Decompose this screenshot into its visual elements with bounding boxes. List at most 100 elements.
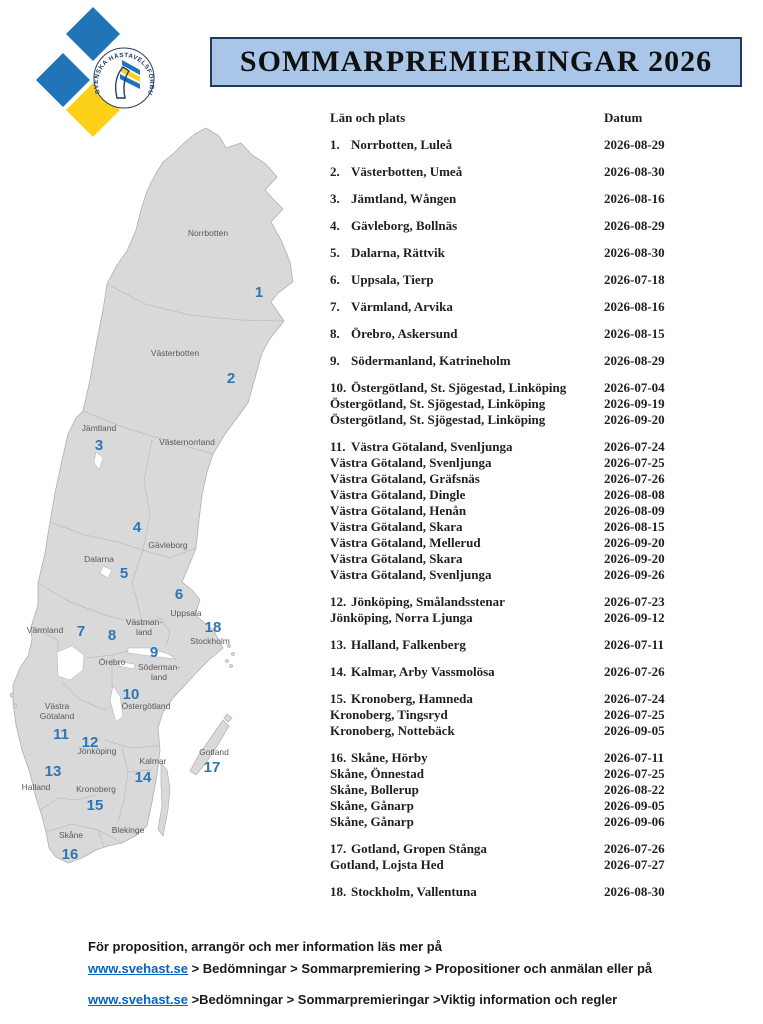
row-place: Gotland, Lojsta Hed [330, 857, 444, 872]
schedule-row: 3. Jämtland, Wången 2026-08-16 [330, 191, 756, 207]
row-place: Västra Götaland, Skara [330, 519, 463, 534]
schedule-group: 10. Östergötland, St. Sjögestad, Linköpin… [330, 380, 756, 428]
schedule-row: Skåne, Gånarp 2026-09-05 [330, 798, 756, 814]
county-label: Söderman-land [138, 662, 180, 682]
schedule-row: Skåne, Bollerup 2026-08-22 [330, 782, 756, 798]
horse-head-icon [114, 60, 140, 99]
row-place: Södermanland, Katrineholm [351, 353, 511, 368]
schedule-row: 6. Uppsala, Tierp 2026-07-18 [330, 272, 756, 288]
footer-link-line-2: www.svehast.se >Bedömningar > Sommarprem… [88, 989, 728, 1011]
row-date: 2026-09-26 [604, 567, 665, 582]
column-header-date: Datum [604, 110, 643, 125]
schedule-row: Västra Götaland, Henån 2026-08-09 [330, 503, 756, 519]
islands [9, 644, 235, 837]
schedule-row: Västra Götaland, Gräfsnäs 2026-07-26 [330, 471, 756, 487]
faro-island [223, 713, 233, 723]
row-number: 8. [330, 326, 340, 341]
county-borders [30, 283, 285, 847]
location-number-16: 16 [62, 846, 79, 863]
county-label: Halland [22, 782, 51, 792]
schedule-header: Län och plats Datum [330, 110, 756, 126]
schedule-row: Västra Götaland, Dingle 2026-08-08 [330, 487, 756, 503]
row-date: 2026-08-08 [604, 487, 665, 502]
svehast-link-2[interactable]: www.svehast.se [88, 992, 188, 1007]
schedule-group: 11. Västra Götaland, Svenljunga 2026-07-24… [330, 439, 756, 583]
schedule-group: 6. Uppsala, Tierp 2026-07-18 [330, 272, 756, 288]
schedule-group: 2. Västerbotten, Umeå 2026-08-30 [330, 164, 756, 180]
sweden-outline [12, 127, 294, 864]
row-place: Skåne, Bollerup [330, 782, 419, 797]
row-number: 15. [330, 691, 347, 706]
row-number: 9. [330, 353, 340, 368]
schedule-row: 17. Gotland, Gropen Stånga 2026-07-26 [330, 841, 756, 857]
lakes [56, 451, 177, 723]
row-place: Gotland, Gropen Stånga [351, 841, 487, 856]
county-label: Uppsala [170, 608, 201, 618]
row-date: 2026-08-16 [604, 299, 665, 314]
location-number-17: 17 [204, 759, 221, 776]
row-date: 2026-08-29 [604, 218, 665, 233]
schedule-group: 14. Kalmar, Arby Vassmolösa 2026-07-26 [330, 664, 756, 680]
row-date: 2026-08-22 [604, 782, 665, 797]
county-label: Gotland [199, 747, 229, 757]
row-place: Kronoberg, Nottebäck [330, 723, 455, 738]
row-date: 2026-07-26 [604, 841, 665, 856]
schedule-row: Västra Götaland, Skara 2026-09-20 [330, 551, 756, 567]
row-place: Västra Götaland, Mellerud [330, 535, 481, 550]
schedule-row: Skåne, Gånarp 2026-09-06 [330, 814, 756, 830]
county-label: Skåne [59, 830, 83, 840]
row-date: 2026-09-05 [604, 723, 665, 738]
row-date: 2026-07-25 [604, 766, 665, 781]
schedule-row: 12. Jönköping, Smålandsstenar 2026-07-23 [330, 594, 756, 610]
row-date: 2026-09-06 [604, 814, 665, 829]
location-number-6: 6 [175, 586, 183, 603]
row-date: 2026-07-11 [604, 750, 664, 765]
row-place: Norrbotten, Luleå [351, 137, 453, 152]
schedule-group: 15. Kronoberg, Hamneda 2026-07-24 Kronoberg… [330, 691, 756, 739]
row-date: 2026-09-20 [604, 535, 665, 550]
location-number-11: 11 [53, 726, 69, 743]
row-date: 2026-08-30 [604, 245, 665, 260]
schedule-row: Östergötland, St. Sjögestad, Linköping 20… [330, 412, 756, 428]
row-number: 11. [330, 439, 346, 454]
row-date: 2026-08-15 [604, 519, 665, 534]
row-place: Uppsala, Tierp [351, 272, 434, 287]
row-place: Västra Götaland, Svenljunga [330, 567, 492, 582]
county-label: Västra Götaland [40, 701, 75, 721]
row-place: Västra Götaland, Henån [330, 503, 467, 518]
footer-link-line-1: www.svehast.se > Bedömningar > Sommarpre… [88, 958, 728, 980]
row-number: 17. [330, 841, 347, 856]
row-place: Halland, Falkenberg [351, 637, 466, 652]
row-place: Skåne, Gånarp [330, 814, 414, 829]
row-place: Jönköping, Norra Ljunga [330, 610, 473, 625]
county-label: Stockholm [190, 636, 230, 646]
location-number-18: 18 [205, 619, 222, 636]
county-label: Jämtland [82, 423, 117, 433]
svehast-link-1[interactable]: www.svehast.se [88, 961, 188, 976]
county-label: Gävleborg [148, 540, 187, 550]
schedule-group: 4. Gävleborg, Bollnäs 2026-08-29 [330, 218, 756, 234]
schedule-group: 17. Gotland, Gropen Stånga 2026-07-26 Gotla… [330, 841, 756, 873]
footer-intro: För proposition, arrangör och mer inform… [88, 939, 442, 954]
schedule-row: 14. Kalmar, Arby Vassmolösa 2026-07-26 [330, 664, 756, 680]
schedule-row: 8. Örebro, Askersund 2026-08-15 [330, 326, 756, 342]
schedule-row: Kronoberg, Tingsryd 2026-07-25 [330, 707, 756, 723]
row-number: 13. [330, 637, 347, 652]
row-date: 2026-09-20 [604, 412, 665, 427]
row-place: Skåne, Hörby [351, 750, 428, 765]
row-place: Stockholm, Vallentuna [351, 884, 477, 899]
schedule-row: 10. Östergötland, St. Sjögestad, Linköpin… [330, 380, 756, 396]
schedule-row: 16. Skåne, Hörby 2026-07-11 [330, 750, 756, 766]
lake-siljan [99, 565, 113, 579]
row-number: 14. [330, 664, 347, 679]
row-place: Örebro, Askersund [351, 326, 458, 341]
row-date: 2026-08-29 [604, 137, 665, 152]
county-labels: Norrbotten Västerbotten Jämtland Västernorr… [22, 228, 230, 840]
row-number: 7. [330, 299, 340, 314]
row-place: Västerbotten, Umeå [351, 164, 463, 179]
lake-vanern [56, 645, 85, 681]
schedule-row: 13. Halland, Falkenberg 2026-07-11 [330, 637, 756, 653]
location-number-3: 3 [95, 437, 103, 454]
schedule-row: Skåne, Önnestad 2026-07-25 [330, 766, 756, 782]
